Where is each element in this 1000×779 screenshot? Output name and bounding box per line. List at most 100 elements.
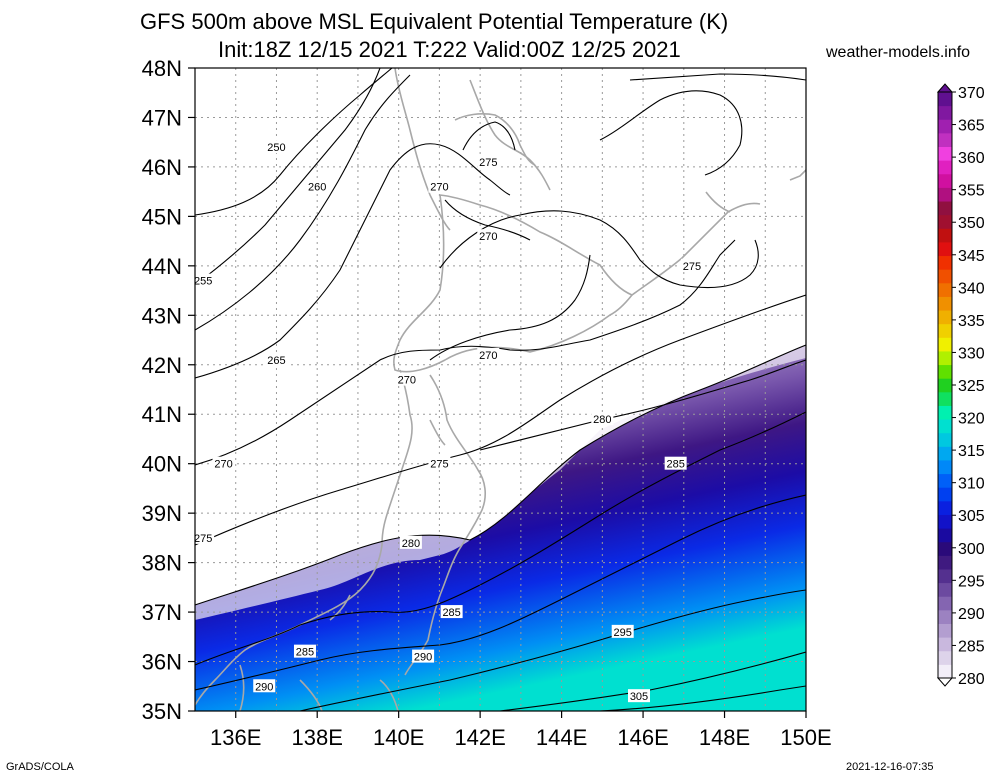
- colorbar-swatch: [938, 269, 952, 284]
- colorbar-label: 315: [958, 443, 985, 460]
- map-subtitle: Init:18Z 12/15 2021 T:222 Valid:00Z 12/2…: [218, 37, 681, 62]
- colorbar-swatch: [938, 568, 952, 584]
- contour-label: 250: [267, 142, 285, 154]
- footer-software: GrADS/COLA: [6, 761, 74, 773]
- colorbar-swatch: [938, 528, 952, 543]
- colorbar-swatch: [938, 664, 952, 679]
- colorbar-swatch: [938, 459, 952, 475]
- contour-label: 290: [414, 652, 432, 664]
- contour-label: 270: [479, 231, 497, 243]
- colorbar-label: 330: [958, 345, 985, 362]
- colorbar-swatch: [938, 296, 952, 311]
- contour-label: 265: [267, 355, 285, 367]
- contour-label: 285: [296, 647, 314, 659]
- colorbar-swatch: [938, 214, 952, 229]
- colorbar-label: 360: [958, 150, 985, 167]
- colorbar-swatch: [938, 364, 952, 379]
- map-gridlines: [195, 68, 806, 711]
- contour-label-bg: [399, 535, 422, 549]
- latitude-tick-label: 37N: [142, 600, 182, 625]
- colorbar-swatch: [938, 350, 952, 366]
- latitude-tick-label: 39N: [142, 501, 182, 526]
- contour-label: 290: [255, 681, 273, 693]
- contour-lines: [195, 68, 806, 711]
- contour-label: 275: [683, 261, 701, 273]
- latitude-axis: 35N 36N 37N 38N 39N 40N 41N 42N 43N 44N 45N 46N 47N 4…: [142, 56, 195, 724]
- latitude-tick-label: 38N: [142, 551, 182, 576]
- colorbar-swatch: [938, 173, 952, 188]
- contour-label: 270: [479, 350, 497, 362]
- cool-edge-shading: [195, 345, 806, 620]
- footer-timestamp: 2021-12-16-07:35: [846, 761, 934, 773]
- contour-label-bg: [477, 229, 500, 243]
- contour-label-bg: [440, 605, 463, 619]
- longitude-tick-label: 148E: [699, 725, 750, 750]
- latitude-tick-label: 45N: [142, 204, 182, 229]
- colorbar-swatch: [938, 637, 952, 652]
- colorbar-label: 290: [958, 606, 985, 623]
- latitude-tick-label: 44N: [142, 254, 182, 279]
- colorbar-label: 365: [958, 118, 985, 135]
- latitude-tick-label: 42N: [142, 353, 182, 378]
- contour-label-bg: [428, 179, 451, 193]
- colorbar-label: 305: [958, 508, 985, 525]
- contour-label: 255: [194, 276, 212, 288]
- longitude-tick-label: 136E: [210, 725, 261, 750]
- colorbar-swatch: [938, 241, 952, 257]
- warm-airmass-shading: [195, 345, 806, 711]
- contour-label-bg: [253, 679, 276, 693]
- colorbar-swatch: [938, 432, 952, 447]
- colorbar-swatch: [938, 105, 952, 120]
- latitude-tick-label: 43N: [142, 303, 182, 328]
- colorbar-swatch: [938, 541, 952, 556]
- map-frame: [194, 67, 807, 712]
- colorbar-label: 285: [958, 638, 985, 655]
- contour-label: 280: [402, 538, 420, 550]
- contour-label: 270: [430, 182, 448, 194]
- colorbar-swatch: [938, 201, 952, 216]
- colorbar-label: 325: [958, 378, 985, 395]
- map-title: GFS 500m above MSL Equivalent Potential …: [140, 9, 729, 34]
- colorbar-swatch: [938, 473, 952, 488]
- contour-label: 285: [666, 459, 684, 471]
- colorbar-swatch: [938, 337, 952, 352]
- colorbar-swatch: [938, 623, 952, 638]
- colorbar-swatch: [938, 405, 952, 420]
- longitude-tick-label: 140E: [373, 725, 424, 750]
- contour-label: 285: [442, 607, 460, 619]
- colorbar-swatch: [938, 609, 952, 624]
- contour-label-bg: [306, 179, 329, 193]
- colorbar-label: 340: [958, 280, 985, 297]
- colorbar-swatch: [938, 487, 952, 502]
- colorbar-label: 310: [958, 476, 985, 493]
- colorbar-label: 280: [958, 671, 985, 688]
- contour-label-bg: [195, 273, 215, 287]
- longitude-tick-label: 144E: [536, 725, 587, 750]
- latitude-tick-label: 46N: [142, 155, 182, 180]
- colorbar-swatch: [938, 160, 952, 175]
- contour-label: 275: [194, 533, 212, 545]
- colorbar-label: 350: [958, 215, 985, 232]
- colorbar-label: 370: [958, 85, 985, 102]
- contour-label-bg: [412, 649, 435, 663]
- contour-label: 260: [308, 182, 326, 194]
- colorbar-swatch: [938, 187, 952, 202]
- coastlines: [195, 68, 806, 711]
- colorbar: 280 285 290 295 300 305 310 315 320 325 330 335 340 3…: [936, 83, 985, 688]
- contour-label-bg: [611, 624, 634, 638]
- contour-label: 305: [630, 691, 648, 703]
- colorbar-swatch: [938, 596, 952, 611]
- colorbar-swatch: [938, 282, 952, 297]
- colorbar-swatch: [938, 391, 952, 406]
- colorbar-swatch: [938, 92, 952, 107]
- colorbar-label: 320: [958, 411, 985, 428]
- contour-label: 275: [479, 157, 497, 169]
- contour-label-bg: [477, 347, 500, 361]
- colorbar-swatch: [938, 323, 952, 338]
- plot-area: 250 260 255 265 270 275 270 275 270 275 270 270 275 2…: [194, 68, 806, 711]
- colorbar-swatch: [938, 228, 952, 243]
- colorbar-label: 355: [958, 183, 985, 200]
- colorbar-label: 295: [958, 573, 985, 590]
- latitude-tick-label: 35N: [142, 699, 182, 724]
